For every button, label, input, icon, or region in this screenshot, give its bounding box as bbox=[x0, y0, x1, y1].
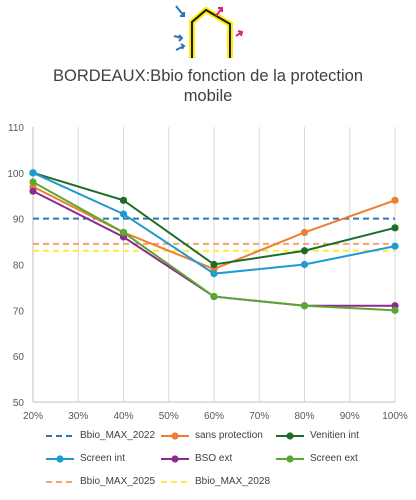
legend-marker-swatch bbox=[161, 455, 189, 463]
legend-dash-swatch bbox=[46, 435, 74, 437]
legend-marker bbox=[171, 432, 179, 440]
data-point bbox=[119, 196, 128, 204]
data-point bbox=[210, 260, 218, 269]
legend-label: Bbio_MAX_2022 bbox=[80, 430, 156, 441]
chart-title-line-2: mobile bbox=[183, 87, 233, 105]
data-point bbox=[119, 228, 128, 237]
data-point bbox=[29, 187, 37, 195]
data-point bbox=[119, 210, 128, 218]
legend-dash-swatch bbox=[161, 481, 189, 483]
legend-label: BSO ext bbox=[195, 453, 233, 464]
y-tick-label: 70 bbox=[13, 306, 25, 317]
data-point bbox=[391, 224, 399, 232]
legend-marker-swatch bbox=[276, 432, 304, 440]
y-tick-label: 100 bbox=[7, 169, 24, 180]
data-point bbox=[391, 196, 399, 204]
legend-marker bbox=[286, 455, 294, 463]
x-tick-label: 80% bbox=[294, 411, 314, 422]
data-point bbox=[210, 292, 218, 301]
data-point bbox=[300, 228, 309, 237]
house-shape bbox=[189, 6, 233, 58]
legend-label: Venitien int bbox=[310, 430, 359, 441]
y-tick-label: 60 bbox=[13, 352, 25, 363]
data-point bbox=[300, 260, 309, 269]
x-tick-label: 60% bbox=[204, 411, 224, 422]
data-point bbox=[300, 302, 309, 310]
x-tick-label: 100% bbox=[382, 411, 408, 422]
x-tick-label: 30% bbox=[68, 411, 88, 422]
arrow-out-icon bbox=[215, 7, 244, 37]
data-point bbox=[29, 178, 37, 186]
arrow-in-icon bbox=[173, 5, 186, 51]
legend-marker-swatch bbox=[46, 455, 74, 463]
y-tick-label: 90 bbox=[13, 215, 25, 226]
chart-title-line-1: BORDEAUX:Bbio fonction de la protection bbox=[53, 67, 363, 85]
y-tick-label: 110 bbox=[8, 123, 24, 134]
house-logo bbox=[173, 5, 244, 58]
y-tick-label: 80 bbox=[13, 261, 25, 272]
legend-marker bbox=[56, 455, 64, 463]
data-point bbox=[300, 247, 309, 255]
legend-marker bbox=[171, 455, 179, 463]
legend-label: Screen int bbox=[80, 453, 126, 464]
legend-marker-swatch bbox=[161, 432, 189, 440]
legend-label: Bbio_MAX_2025 bbox=[80, 476, 156, 487]
series-lines bbox=[29, 169, 399, 314]
x-tick-label: 20% bbox=[23, 411, 43, 422]
legend-marker bbox=[286, 432, 294, 440]
legend-label: Screen ext bbox=[310, 453, 358, 464]
legend-label: sans protection bbox=[195, 430, 263, 441]
data-point bbox=[29, 169, 37, 177]
data-point bbox=[391, 306, 399, 314]
chart-title: BORDEAUX:Bbio fonction de la protection … bbox=[0, 66, 416, 106]
x-tick-label: 70% bbox=[249, 411, 269, 422]
legend-marker-swatch bbox=[276, 455, 304, 463]
x-tick-label: 50% bbox=[159, 411, 179, 422]
data-point bbox=[210, 270, 218, 278]
legend-label: Bbio_MAX_2028 bbox=[195, 476, 271, 487]
legend-dash-swatch bbox=[46, 481, 74, 483]
x-tick-label: 40% bbox=[113, 411, 133, 422]
y-tick-label: 50 bbox=[13, 398, 25, 409]
data-point bbox=[391, 242, 399, 250]
x-tick-label: 90% bbox=[340, 411, 360, 422]
tick-labels: 20% 30% 40% 50% 60% 70% 80% 90% 100% 50 60 70 80 90 10… bbox=[7, 123, 408, 422]
